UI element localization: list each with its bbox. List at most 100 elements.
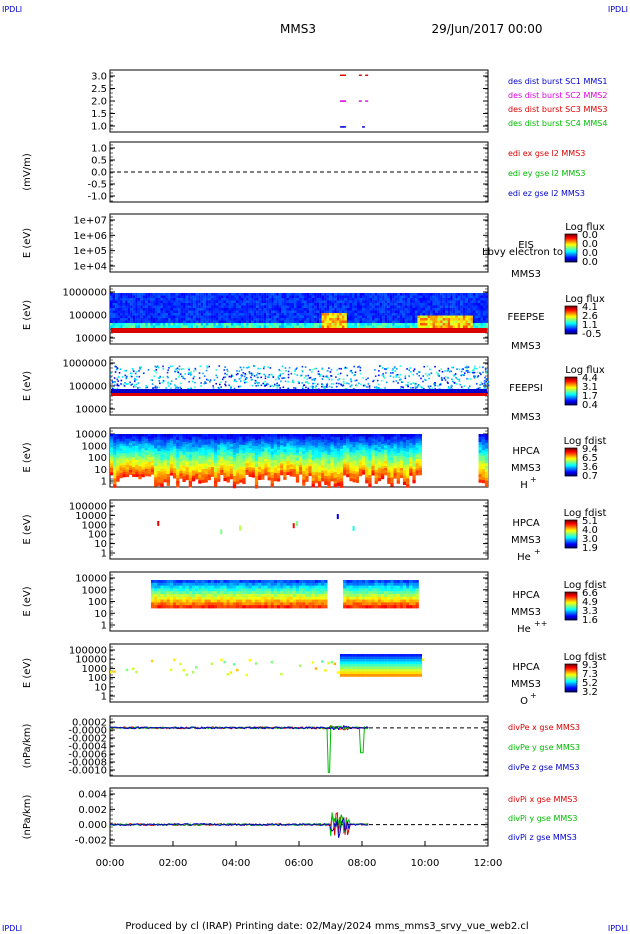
heat-cell <box>447 300 451 304</box>
heat-cell <box>176 454 180 459</box>
heat-cell <box>364 303 368 306</box>
heat-speck <box>302 385 305 388</box>
heat-speck <box>137 387 139 389</box>
colorbar-step <box>565 404 577 406</box>
heat-cell <box>176 469 180 473</box>
heat-cell <box>437 315 441 319</box>
heat-cell <box>291 305 295 309</box>
heat-cell <box>283 439 287 443</box>
heat-cell <box>213 477 218 482</box>
heat-cell <box>402 298 405 301</box>
heat-speck <box>226 368 228 371</box>
heat-cell <box>477 323 481 326</box>
heat-cell <box>251 320 254 324</box>
heat-cell <box>321 447 325 451</box>
heat-cell <box>175 325 179 329</box>
heat-cell <box>445 310 448 314</box>
heat-cell <box>343 463 347 467</box>
heat-cell <box>331 295 335 299</box>
heat-cell <box>343 449 347 453</box>
heat-speck <box>300 374 303 377</box>
heat-cell <box>185 459 189 463</box>
heat-cell <box>324 313 327 316</box>
heat-cell <box>299 469 303 473</box>
heat-cell <box>248 467 252 470</box>
colorbar <box>564 233 578 263</box>
heat-speck <box>244 378 247 381</box>
heat-cell <box>477 308 481 311</box>
heat-cell <box>198 325 201 329</box>
heat-cell <box>387 320 390 324</box>
heat-cell <box>205 320 209 324</box>
heat-cell <box>253 310 257 314</box>
heat-cell <box>163 463 167 467</box>
heat-cell <box>302 436 306 441</box>
heat-cell <box>369 310 373 314</box>
heat-cell <box>208 315 211 319</box>
heat-speck <box>170 387 172 389</box>
heat-cell <box>258 461 262 465</box>
heat-cell <box>344 315 347 319</box>
heat-cell <box>246 308 249 311</box>
heat-cell <box>302 445 306 449</box>
heat-cell <box>432 325 436 329</box>
heat-cell <box>263 295 267 299</box>
heat-cell <box>154 474 158 478</box>
heat-cell <box>185 461 189 465</box>
heat-cell <box>261 456 265 460</box>
heat-speck <box>178 374 181 377</box>
heat-cell <box>281 315 284 319</box>
heat-cell <box>154 439 158 444</box>
heat-cell <box>167 310 171 314</box>
heat-cell <box>407 303 410 306</box>
heat-cell <box>233 320 237 324</box>
heat-cell <box>204 460 208 464</box>
heat-cell <box>198 436 202 440</box>
heat-speck <box>392 376 395 378</box>
heat-cell <box>293 300 297 304</box>
heat-cell <box>480 318 484 321</box>
heat-speck <box>484 376 486 379</box>
heat-speck <box>274 384 277 387</box>
heat-speck <box>328 385 331 388</box>
heat-cell <box>414 320 418 324</box>
heat-cell <box>455 305 458 309</box>
heat-cell <box>203 320 206 324</box>
heat-cell <box>178 320 181 324</box>
heat-cell <box>319 300 322 304</box>
heat-cell <box>220 323 224 326</box>
heat-cell <box>261 436 265 440</box>
heat-cell <box>157 482 161 486</box>
heat-cell <box>447 303 451 306</box>
heat-cell <box>430 320 433 324</box>
heat-cell <box>305 447 309 451</box>
heat-cell <box>155 295 158 299</box>
heat-cell <box>245 447 249 451</box>
heat-cell <box>173 436 177 440</box>
heat-cell <box>389 310 393 314</box>
heat-cell <box>472 300 476 304</box>
heat-cell <box>198 466 202 471</box>
heat-cell <box>359 313 363 316</box>
y-tick-label: 2.0 <box>91 97 107 108</box>
heat-cell <box>229 463 233 467</box>
colorbar-step <box>565 459 577 461</box>
heat-cell <box>150 469 155 473</box>
heat-cell <box>445 313 448 316</box>
heat-cell <box>368 472 372 476</box>
heat-speck <box>459 383 461 386</box>
heat-cell <box>185 315 189 319</box>
heat-cell <box>343 438 347 442</box>
heat-cell <box>270 480 274 485</box>
heat-cell <box>147 315 151 319</box>
heat-cell <box>465 293 468 296</box>
heat-cell <box>238 325 242 329</box>
heat-cell <box>115 293 118 296</box>
colorbar-step <box>565 452 577 454</box>
heat-speck <box>162 368 165 370</box>
heat-cell <box>173 453 177 457</box>
colorbar-step <box>565 461 577 463</box>
heat-cell <box>470 305 473 309</box>
heat-cell <box>198 308 201 311</box>
heat-cell <box>182 449 186 453</box>
